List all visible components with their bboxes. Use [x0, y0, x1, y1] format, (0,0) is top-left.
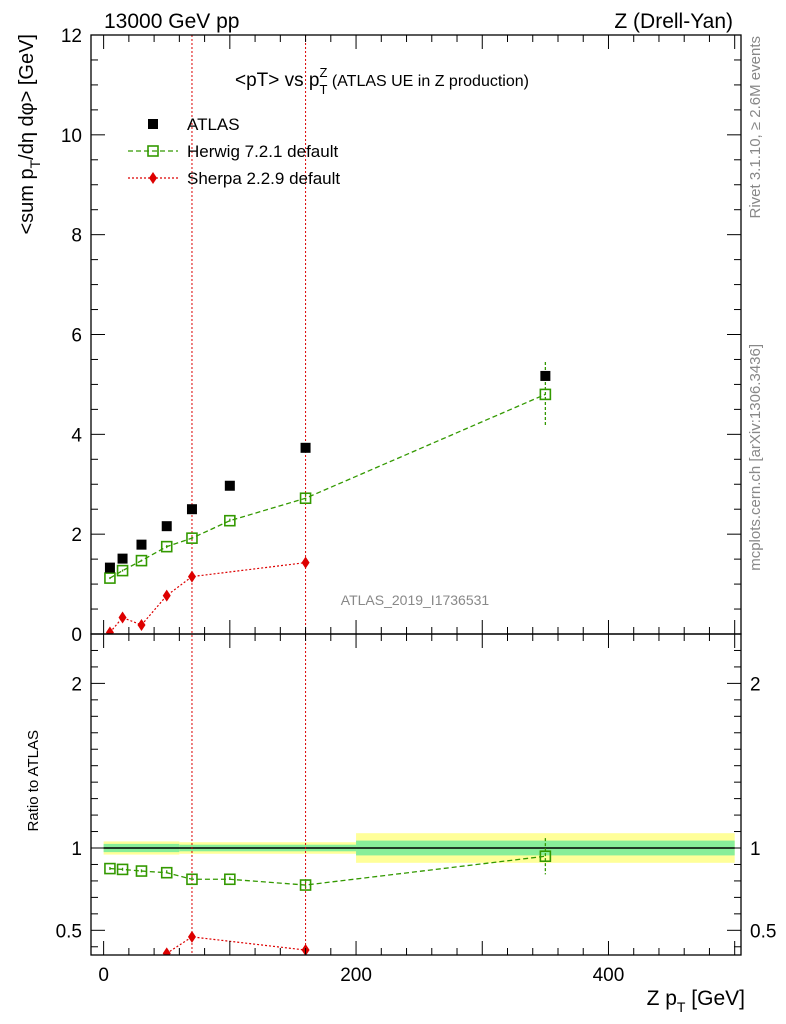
atlas-point	[300, 442, 311, 453]
herwig-point	[539, 388, 552, 401]
mcplots-label: mcplots.cern.ch [arXiv:1306.3436]	[747, 344, 764, 571]
series-layer	[104, 361, 552, 1015]
herwig-point	[104, 572, 116, 584]
ratio-y-tick-label-right: 2	[750, 674, 761, 695]
sherpa-point	[187, 570, 196, 583]
y-tick-label: 12	[61, 26, 82, 47]
ratio-ylabel: Ratio to ATLAS	[25, 730, 42, 831]
ratio-y-tick-label-right: 1	[750, 839, 761, 860]
legend-marker-sherpa	[149, 172, 157, 184]
ratio-frame	[90, 633, 742, 956]
herwig-point	[116, 564, 129, 577]
x-axis-label: Z pT [GeV]	[647, 987, 745, 1015]
sherpa-ratio-point	[162, 947, 171, 955]
herwig-ratio-point	[160, 866, 173, 879]
legend-label: ATLAS	[187, 115, 240, 134]
herwig-point	[135, 554, 148, 567]
sherpa-ratio-point	[137, 990, 145, 1002]
sherpa-ratio-point	[119, 970, 127, 982]
herwig-ratio-point	[116, 863, 129, 876]
y-tick-label: 10	[61, 126, 82, 147]
header-left: 13000 GeV pp	[104, 10, 239, 33]
ratio-y-tick-label: 0.5	[56, 921, 82, 942]
herwig-ratio-point	[224, 873, 236, 886]
y-tick-label: 2	[71, 525, 82, 546]
header-right: Z (Drell-Yan)	[614, 10, 733, 33]
sherpa-ratio-point	[106, 1003, 114, 1015]
sherpa-point	[162, 589, 171, 602]
sherpa-line	[109, 562, 306, 633]
herwig-ratio-point	[299, 879, 312, 891]
x-tick-label: 400	[593, 965, 625, 986]
herwig-ratio-point	[186, 873, 198, 886]
herwig-line	[109, 393, 546, 579]
ratio-y-tick-label: 1	[71, 839, 82, 860]
atlas-point	[186, 504, 197, 515]
x-tick-label: 0	[98, 965, 109, 986]
atlas-point	[117, 553, 128, 564]
sherpa-point	[118, 611, 127, 624]
atlas-uncertainty-bands	[103, 833, 735, 863]
atlas-point	[224, 480, 235, 491]
herwig-ratio-point	[104, 862, 116, 875]
watermark: ATLAS_2019_I1736531	[341, 592, 490, 608]
main-panel	[104, 361, 552, 634]
ratio-panel	[104, 838, 552, 1015]
y-tick-label: 6	[71, 326, 82, 347]
y-tick-label: 8	[71, 226, 82, 247]
main-ylabel: <sum pT/dη dφ> [GeV]	[16, 34, 43, 235]
sherpa-point	[105, 626, 114, 634]
herwig-point	[186, 532, 198, 544]
herwig-ratio-point	[135, 865, 148, 877]
herwig-ratio-point	[539, 850, 552, 863]
herwig-point	[224, 514, 236, 527]
sherpa-point	[301, 556, 310, 569]
herwig-ratio-line	[109, 855, 546, 886]
ratio-y-tick-label-right: 0.5	[750, 921, 776, 942]
atlas-point	[540, 370, 551, 381]
x-tick-label: 200	[340, 965, 372, 986]
y-tick-label: 0	[71, 625, 82, 646]
herwig-point	[299, 492, 312, 505]
atlas-point	[161, 521, 172, 532]
legend-marker-atlas	[148, 119, 158, 129]
sherpa-ratio-line	[165, 936, 306, 955]
rivet-label: Rivet 3.1.10, ≥ 2.6M events	[747, 36, 764, 219]
herwig-point	[160, 540, 173, 553]
legend-label: Sherpa 2.2.9 default	[187, 169, 340, 188]
y-tick-label: 4	[71, 425, 82, 446]
sherpa-point	[137, 619, 146, 632]
legend-label: Herwig 7.2.1 default	[187, 142, 338, 161]
ratio-y-tick-label: 2	[71, 674, 82, 695]
legend: ATLAS Herwig 7.2.1 default Sherpa 2.2.9 de…	[128, 115, 340, 188]
atlas-point	[104, 562, 115, 573]
sherpa-ratio-point	[187, 930, 196, 943]
legend-marker-herwig	[147, 145, 159, 157]
atlas-point	[136, 539, 147, 550]
chart-title: <pT> vs pTZ (ATLAS UE in Z production)	[235, 65, 529, 97]
